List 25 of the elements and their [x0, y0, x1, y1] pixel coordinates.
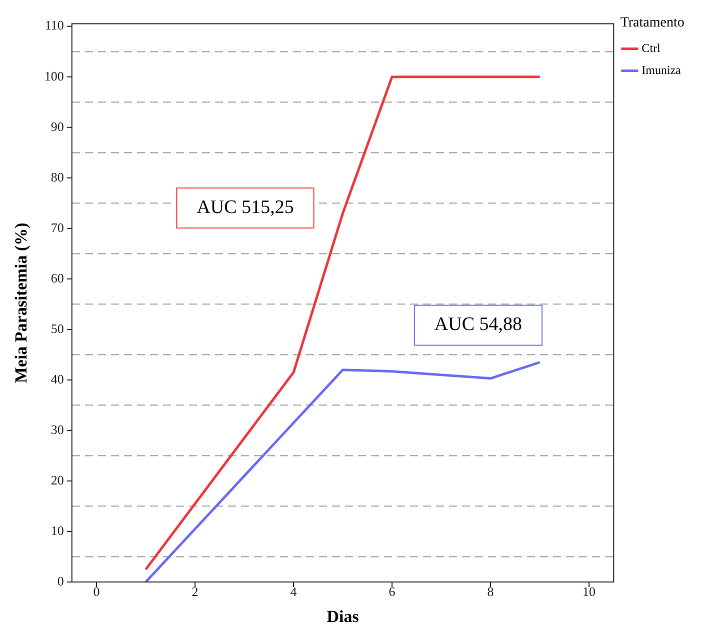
x-tick-label: 10: [582, 584, 596, 600]
annotation: AUC 54,88: [434, 314, 522, 336]
y-tick-label: 0: [57, 573, 64, 588]
y-tick-label: 30: [50, 422, 64, 437]
y-tick-label: 40: [50, 371, 64, 386]
legend-label: Ctrl: [642, 40, 662, 55]
x-tick-label: 2: [192, 584, 198, 600]
y-tick-label: 110: [44, 18, 64, 33]
y-tick-label: 70: [50, 220, 64, 235]
legend-label: Imuniza: [642, 62, 682, 77]
y-tick-label: 60: [50, 270, 64, 286]
y-tick-label: 20: [50, 472, 64, 488]
y-tick-label: 90: [50, 118, 64, 134]
y-tick-label: 80: [50, 169, 64, 184]
y-tick-label: 100: [44, 68, 64, 84]
legend-title: Tratamento: [620, 16, 684, 31]
x-tick-label: 4: [290, 584, 298, 600]
x-tick-label: 8: [487, 584, 494, 600]
x-axis-title: Dias: [326, 607, 360, 626]
y-tick-label: 10: [50, 522, 64, 538]
x-tick-label: 0: [93, 584, 100, 600]
y-tick-label: 50: [50, 320, 64, 336]
y-axis-title: Meia Parasitemia (%): [12, 222, 31, 384]
x-tick-label: 6: [388, 584, 396, 600]
annotation: AUC 515,25: [196, 196, 294, 218]
